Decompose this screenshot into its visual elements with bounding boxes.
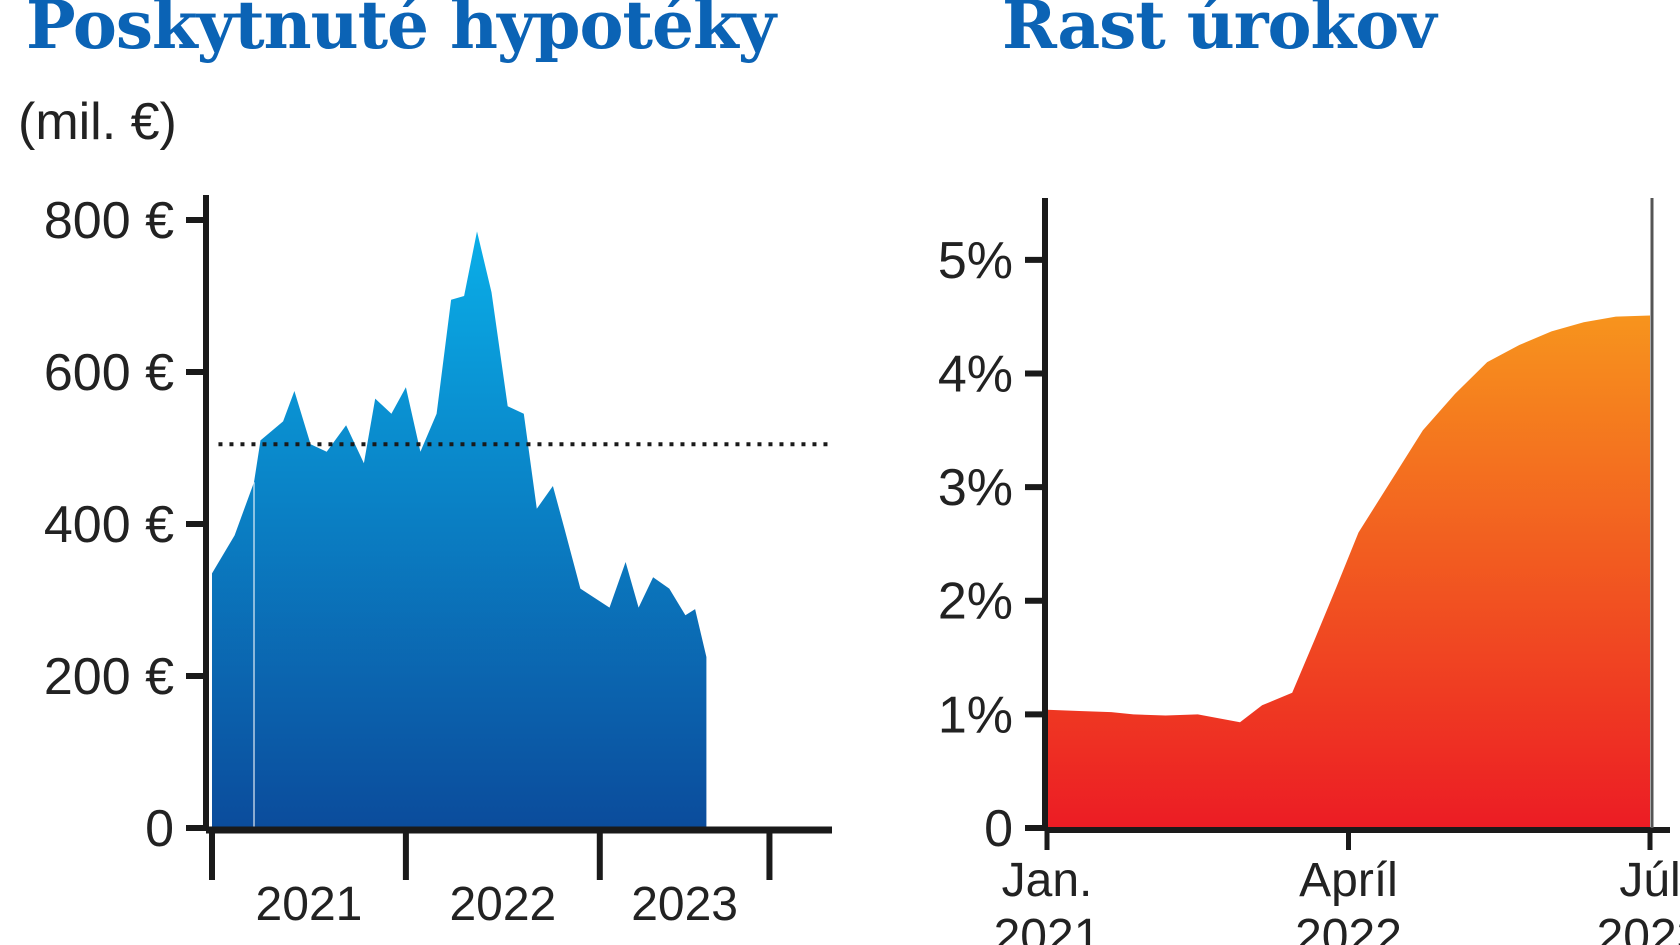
y-tick-label: 800 € xyxy=(44,192,174,250)
y-tick-label: 400 € xyxy=(44,496,174,554)
x-tick-label: 2023 xyxy=(1597,910,1680,945)
y-tick-label: 200 € xyxy=(44,648,174,706)
y-tick-label: 1% xyxy=(938,686,1013,744)
y-tick-label: 2% xyxy=(938,573,1013,631)
left-chart-title: Poskytnuté hypotéky xyxy=(26,0,776,64)
y-tick-label: 600 € xyxy=(44,344,174,402)
x-tick-label: Júl xyxy=(1619,854,1680,907)
x-tick-label: 2021 xyxy=(994,910,1101,945)
y-tick-label: 0 xyxy=(145,800,174,858)
x-category-label: 2021 xyxy=(256,878,363,931)
y-tick-label: 4% xyxy=(938,345,1013,403)
y-tick-label: 3% xyxy=(938,459,1013,517)
left-chart-unit: (mil. €) xyxy=(18,93,177,151)
x-category-label: 2023 xyxy=(631,878,738,931)
mortgages-area-chart: 0 200 € 400 € 600 € 800 € 2021 2022 2023 xyxy=(44,192,832,931)
x-category-label: 2022 xyxy=(449,878,556,931)
x-tick-label: Jan. xyxy=(1002,854,1093,907)
y-tick-label: 5% xyxy=(938,232,1013,290)
x-tick-label: 2022 xyxy=(1295,910,1402,945)
x-tick-label: Apríl xyxy=(1299,854,1398,907)
y-tick-label: 0 xyxy=(984,800,1013,858)
right-chart-title: Rast úrokov xyxy=(1002,0,1437,64)
mortgage-area xyxy=(212,231,707,828)
interest-rate-area xyxy=(1047,315,1650,828)
